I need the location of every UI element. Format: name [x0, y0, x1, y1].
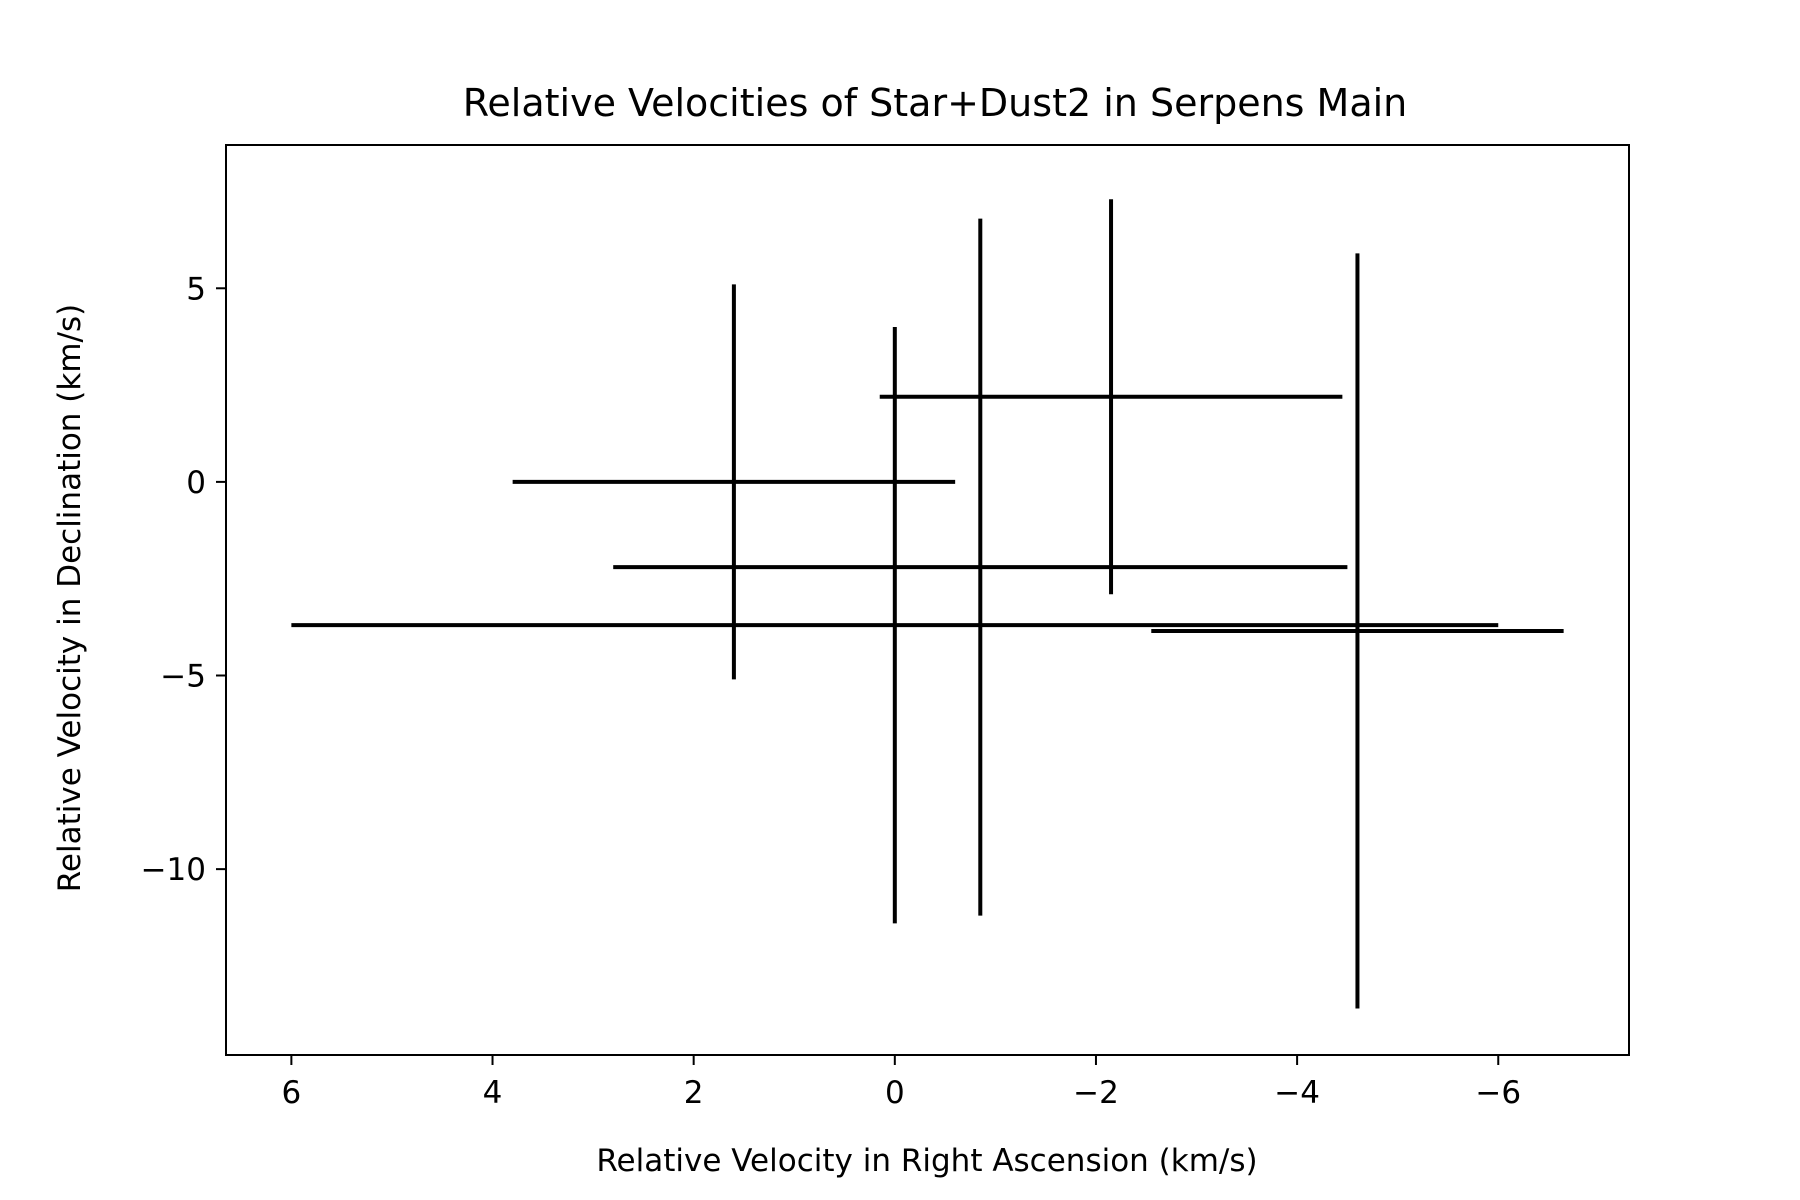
x-tick-label: −4: [1274, 1075, 1320, 1111]
plot-area: [291, 199, 1564, 1009]
y-tick-label: −5: [160, 659, 206, 695]
y-tick-label: −10: [141, 852, 206, 888]
data-point-4: [879, 199, 1343, 595]
data-point-1: [512, 284, 956, 680]
data-point-5: [1151, 253, 1564, 1009]
x-tick-label: 0: [885, 1075, 905, 1111]
chart-title: Relative Velocities of Star+Dust2 in Ser…: [463, 81, 1408, 125]
y-axis-label: Relative Velocity in Declination (km/s): [52, 304, 88, 892]
y-tick-label: 5: [186, 271, 206, 307]
data-point-2: [291, 327, 1499, 924]
y-axis: 5 0 −5 −10: [141, 271, 226, 888]
x-axis-label: Relative Velocity in Right Ascension (km…: [596, 1143, 1257, 1179]
plot-frame: [225, 144, 1630, 1056]
data-point-3: [613, 218, 1348, 916]
x-tick-label: 4: [483, 1075, 503, 1111]
y-tick-label: 0: [186, 465, 206, 501]
x-tick-label: −6: [1475, 1075, 1521, 1111]
x-tick-label: −2: [1073, 1075, 1119, 1111]
x-axis: 6 4 2 0 −2 −4 −6: [282, 1055, 1521, 1111]
x-tick-label: 2: [684, 1075, 704, 1111]
x-tick-label: 6: [282, 1075, 302, 1111]
